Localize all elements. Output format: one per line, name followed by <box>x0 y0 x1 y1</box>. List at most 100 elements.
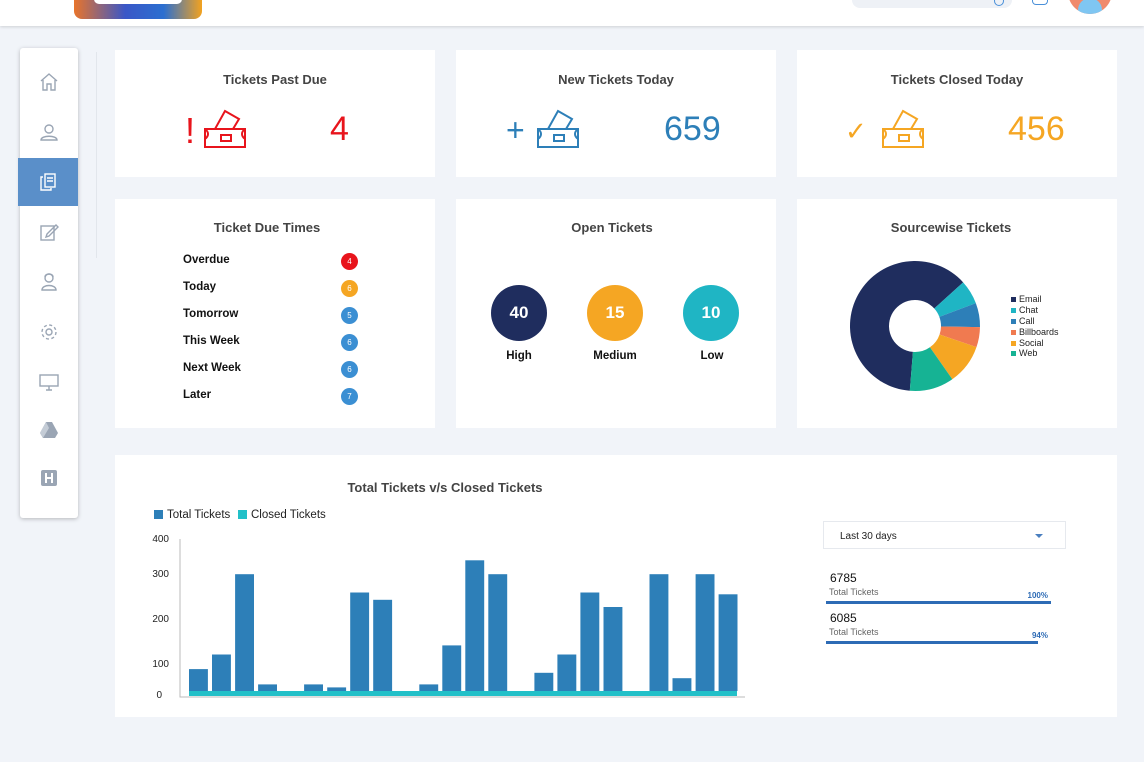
bar-total-tickets[interactable] <box>212 654 231 692</box>
closed-today-card[interactable]: Tickets Closed Today ✓ 456 <box>797 50 1117 177</box>
date-range-select[interactable]: Last 30 days <box>823 521 1066 549</box>
user-icon <box>40 124 58 141</box>
bar-total-tickets[interactable] <box>442 645 462 691</box>
due-badge: 5 <box>341 307 358 324</box>
sidebar-item-contacts[interactable] <box>20 108 78 156</box>
due-label: Next Week <box>183 362 241 374</box>
new-today-count: 659 <box>664 110 721 148</box>
sidebar-item-agents[interactable] <box>20 258 78 306</box>
sidebar-item-edit[interactable] <box>20 208 78 256</box>
agents-icon <box>41 273 57 291</box>
sidebar-item-tickets[interactable] <box>18 158 78 206</box>
monitor-icon <box>39 374 59 391</box>
chart-axis <box>179 539 745 698</box>
bar-total-tickets[interactable] <box>718 594 738 691</box>
donut-slice-social[interactable] <box>929 334 977 380</box>
donut-slice-call[interactable] <box>939 303 980 328</box>
bar-total-tickets[interactable] <box>557 654 577 692</box>
y-tick: 300 <box>152 569 169 580</box>
search-input[interactable] <box>852 0 1012 8</box>
search-icon[interactable] <box>994 0 1004 6</box>
due-badge: 7 <box>341 388 358 405</box>
medium-label: Medium <box>593 350 637 362</box>
bar-total-tickets[interactable] <box>189 669 208 691</box>
bar-total-tickets[interactable] <box>304 684 323 691</box>
bar-total-tickets[interactable] <box>327 687 347 691</box>
card-title: Ticket Due Times <box>213 220 321 235</box>
due-label: This Week <box>183 335 240 347</box>
sidebar <box>18 48 78 518</box>
bar-total-tickets[interactable] <box>258 684 277 691</box>
bar-total-tickets[interactable] <box>419 684 439 691</box>
y-tick: 0 <box>156 690 162 701</box>
legend-closed-tickets[interactable]: Closed Tickets <box>238 509 326 521</box>
donut-slice-billboards[interactable] <box>939 326 980 348</box>
card-title: Sourcewise Tickets <box>890 220 1012 235</box>
sidebar-item-drive[interactable] <box>20 406 78 454</box>
bar-total-tickets[interactable] <box>580 592 600 692</box>
sourcewise-donut-chart[interactable] <box>845 256 985 396</box>
stat-value: 6085 <box>830 611 857 625</box>
legend-total-tickets[interactable]: Total Tickets <box>154 509 230 521</box>
sourcewise-card: Sourcewise Tickets <box>797 199 1117 428</box>
due-row[interactable]: Today 6 <box>183 280 359 298</box>
low-count-circle[interactable]: 10 <box>683 285 739 341</box>
ticket-icon <box>882 109 924 148</box>
card-title: Tickets Past Due <box>223 72 327 87</box>
new-today-card[interactable]: New Tickets Today + 659 <box>456 50 776 177</box>
high-count-circle[interactable]: 40 <box>491 285 547 341</box>
sidebar-item-help[interactable] <box>20 454 78 502</box>
sidebar-item-home[interactable] <box>20 58 78 106</box>
bar-total-tickets[interactable] <box>465 560 485 691</box>
donut-slice-chat[interactable] <box>934 282 976 317</box>
stat-label: Total Tickets <box>829 587 879 597</box>
edit-icon <box>40 224 59 241</box>
bar-total-tickets[interactable] <box>373 599 393 692</box>
due-times-card: Ticket Due Times Overdue 4 Today 6 Tomorro… <box>115 199 435 428</box>
due-row[interactable]: Tomorrow 5 <box>183 307 359 325</box>
top-bar <box>0 0 1144 26</box>
ticket-icon <box>537 109 579 148</box>
due-label: Tomorrow <box>183 308 239 320</box>
bar-total-tickets[interactable] <box>695 574 715 691</box>
notification-icon[interactable] <box>1032 0 1048 5</box>
legend-email: Email <box>1011 294 1042 304</box>
due-label: Today <box>183 281 217 293</box>
medium-count-circle[interactable]: 15 <box>587 285 643 341</box>
avatar[interactable] <box>1068 0 1112 14</box>
bar-total-tickets[interactable] <box>534 672 554 692</box>
due-row[interactable]: Later 7 <box>183 388 359 406</box>
donut-slice-web[interactable] <box>909 347 953 391</box>
due-row[interactable]: Next Week 6 <box>183 361 359 379</box>
due-row[interactable]: This Week 6 <box>183 334 359 352</box>
stat-percent: 94% <box>1031 631 1048 640</box>
bar-total-tickets[interactable] <box>649 574 669 691</box>
due-label: Overdue <box>183 254 230 266</box>
bar-total-tickets[interactable] <box>603 607 623 691</box>
sidebar-item-monitor[interactable] <box>20 358 78 406</box>
card-title: Open Tickets <box>571 220 653 235</box>
bar-total-tickets[interactable] <box>488 574 508 691</box>
bar-closed-tickets[interactable] <box>189 691 737 696</box>
due-badge: 6 <box>341 280 358 297</box>
bar-total-tickets[interactable] <box>350 592 370 692</box>
stat-progress-bar <box>826 601 1051 604</box>
app-logo[interactable] <box>74 0 202 19</box>
due-label: Later <box>183 389 212 401</box>
low-label: Low <box>700 350 724 362</box>
home-icon <box>40 73 58 91</box>
sidebar-item-settings[interactable] <box>20 308 78 356</box>
open-tickets-card: Open Tickets 40 High 15 Medium 10 Low <box>456 199 776 428</box>
due-badge: 6 <box>341 361 358 378</box>
ticket-icon <box>204 109 246 148</box>
legend-chat: Chat <box>1011 305 1038 315</box>
bar-total-tickets[interactable] <box>672 678 692 691</box>
plus-mark: + <box>506 112 525 148</box>
check-mark: ✓ <box>845 116 867 146</box>
bar-total-tickets[interactable] <box>235 574 254 691</box>
drive-icon <box>40 422 58 438</box>
due-row[interactable]: Overdue 4 <box>183 253 359 271</box>
donut-slice-email[interactable] <box>850 261 964 391</box>
past-due-card[interactable]: Tickets Past Due ! 4 <box>115 50 435 177</box>
